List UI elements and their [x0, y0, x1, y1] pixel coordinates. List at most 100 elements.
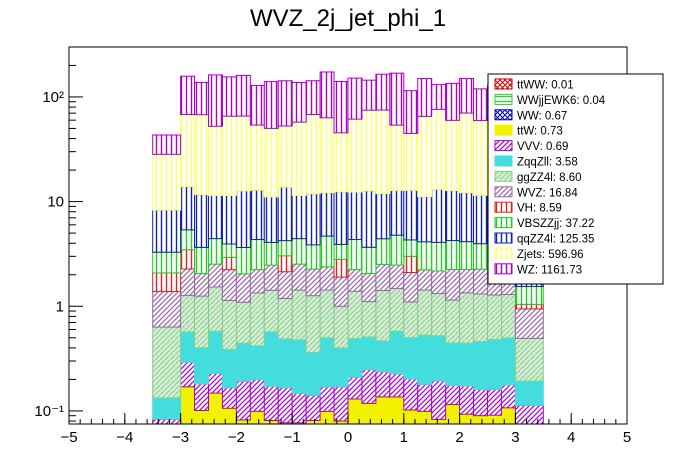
histogram-bar: [305, 80, 321, 116]
histogram-bar: [403, 409, 419, 424]
histogram-bar: [361, 301, 377, 338]
histogram-bar: [180, 75, 196, 116]
legend-label: VBSZZjj: 37.22: [517, 218, 594, 230]
histogram-bar: [235, 247, 251, 275]
histogram-bar: [152, 272, 182, 293]
histogram-bar: [305, 394, 321, 422]
histogram-bar: [417, 383, 433, 412]
legend-swatch: [494, 170, 513, 182]
legend-item: Zjets: 596.96: [494, 247, 583, 261]
legend-label: ggZZ4l: 8.60: [517, 172, 582, 184]
histogram-bar: [487, 388, 502, 416]
histogram-bar: [221, 194, 237, 245]
histogram-bar: [221, 256, 237, 271]
histogram-bar: [500, 337, 516, 386]
histogram-bar: [235, 190, 251, 249]
histogram-bar: [208, 263, 223, 288]
histogram-bar: [277, 387, 293, 424]
histogram-bar: [263, 289, 279, 333]
histogram-bar: [347, 376, 363, 400]
histogram-bar: [152, 134, 182, 155]
histogram-bar: [152, 153, 182, 211]
histogram-bar: [319, 117, 335, 194]
histogram-bar: [347, 239, 363, 271]
histogram-bar: [194, 273, 210, 297]
x-tick-label: −2: [228, 429, 245, 446]
histogram-bar: [152, 326, 182, 399]
histogram-bar: [221, 349, 237, 389]
histogram-bar: [459, 292, 475, 344]
y-tick-label: 1: [56, 298, 64, 315]
legend-label: WW: 0.67: [517, 110, 567, 122]
histogram-bar: [445, 269, 461, 301]
histogram-bar: [319, 386, 335, 412]
histogram-bar: [208, 195, 223, 240]
series-6: [152, 286, 544, 399]
histogram-bar: [305, 420, 321, 424]
histogram-bar: [417, 410, 433, 424]
histogram-bar: [263, 420, 279, 424]
histogram-bar: [459, 241, 475, 271]
legend-swatch: [494, 217, 513, 229]
legend-label: Zjets: 596.96: [517, 249, 583, 261]
legend-item: WW: 0.67: [494, 109, 567, 122]
legend-swatch: [494, 247, 513, 259]
histogram-bar: [333, 243, 349, 260]
histogram-bar: [375, 193, 391, 240]
histogram-bar: [221, 76, 237, 117]
histogram-bar: [249, 292, 265, 347]
histogram-bar: [305, 268, 321, 297]
histogram-bar: [361, 336, 377, 371]
histogram-bar: [194, 114, 210, 196]
histogram-bar: [431, 188, 447, 243]
histogram-bar: [445, 240, 461, 271]
legend-label: VH: 8.59: [517, 203, 562, 215]
histogram-bar: [333, 386, 349, 422]
histogram-bar: [291, 121, 307, 197]
histogram-bar: [389, 264, 405, 290]
legend-swatch: [494, 186, 513, 198]
histogram-bar: [361, 190, 377, 248]
histogram-bar: [235, 342, 251, 382]
legend-item: qqZZ4l: 125.35: [494, 232, 594, 246]
histogram-bar: [221, 269, 237, 301]
histogram-bar: [249, 345, 265, 381]
histogram-bar: [361, 402, 377, 424]
histogram-bar: [221, 243, 237, 258]
x-tick-label: 2: [455, 429, 463, 446]
histogram-bar: [249, 124, 265, 191]
histogram-bar: [389, 234, 405, 266]
histogram-bar: [291, 81, 307, 123]
histogram-bar: [417, 196, 433, 243]
histogram-bar: [445, 384, 461, 406]
histogram-bar: [277, 186, 293, 242]
histogram-bar: [375, 263, 391, 291]
histogram-bar: [208, 392, 223, 424]
series-5: [152, 330, 544, 420]
legend-swatch: [494, 263, 513, 275]
histogram-bar: [473, 268, 488, 295]
histogram-bar: [417, 289, 433, 336]
histogram-bar: [500, 407, 516, 424]
histogram-bar: [249, 269, 265, 294]
histogram-bar: [514, 380, 544, 406]
histogram-bar: [431, 380, 447, 420]
histogram-bar: [459, 342, 475, 387]
x-tick-label: −4: [116, 429, 133, 446]
histogram-bar: [459, 77, 475, 114]
histogram-bar: [375, 109, 391, 195]
histogram-bar: [445, 404, 461, 424]
histogram-bar: [361, 79, 377, 111]
series-4: [152, 362, 544, 424]
histogram-bar: [347, 191, 363, 241]
histogram-bar: [305, 295, 321, 354]
histogram-bar: [500, 384, 516, 409]
histogram-bar: [319, 266, 335, 291]
histogram-bar: [208, 286, 223, 332]
legend-swatch: [494, 155, 513, 167]
histogram-bar: [459, 413, 475, 424]
histogram-bar: [319, 410, 335, 424]
x-tick-label: 1: [400, 429, 408, 446]
legend-label: VVV: 0.69: [517, 141, 568, 153]
legend-swatch: [494, 109, 513, 121]
